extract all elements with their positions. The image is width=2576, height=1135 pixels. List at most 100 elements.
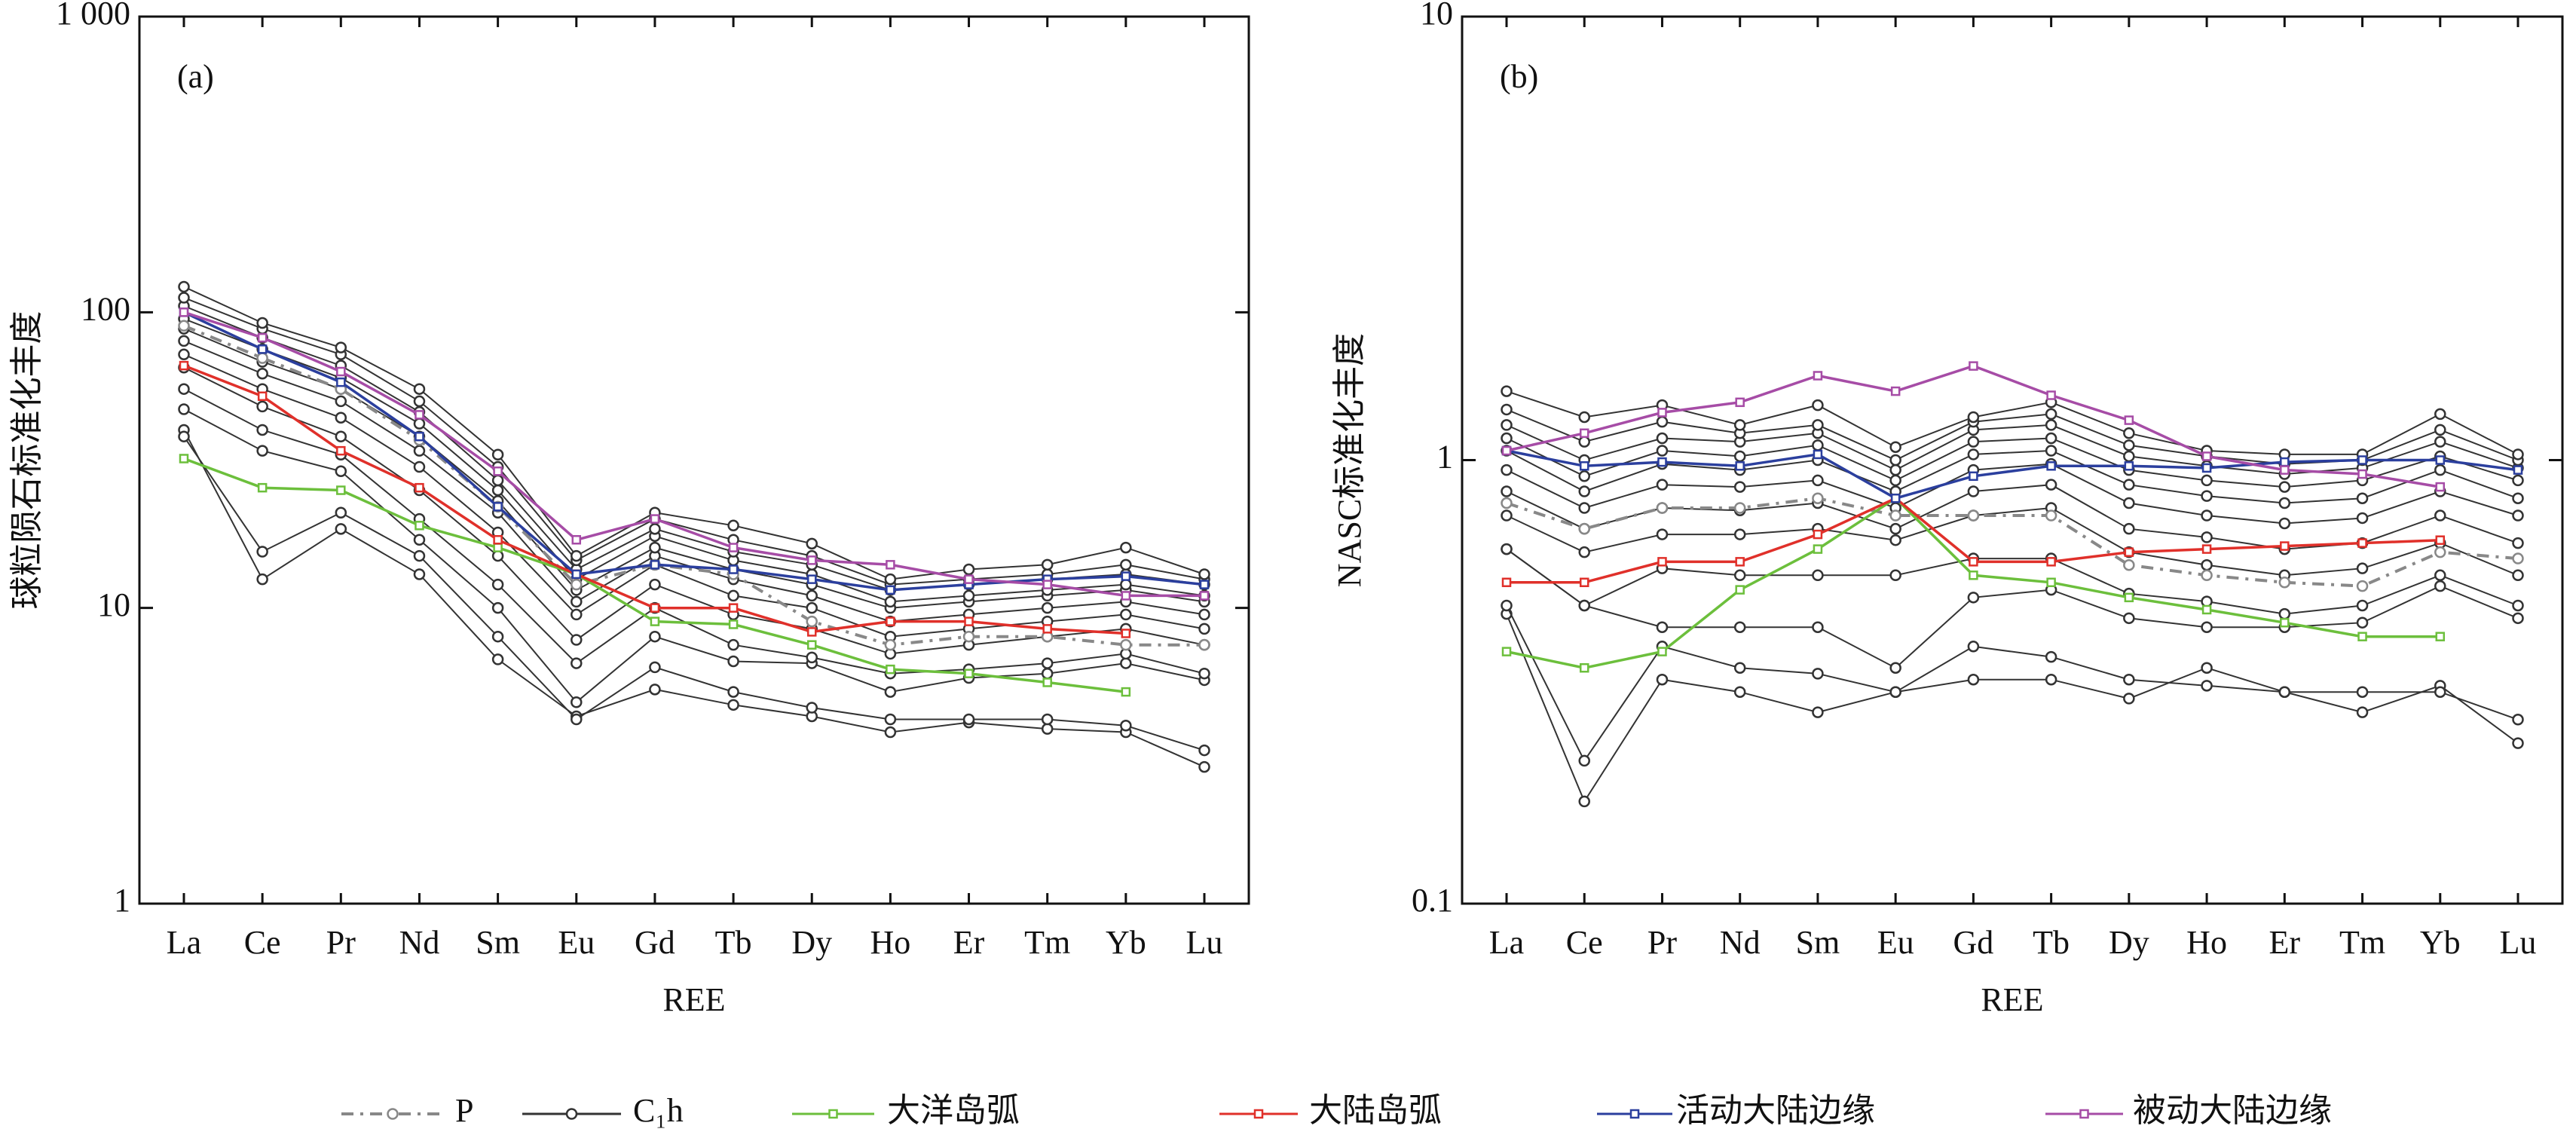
series-line — [1506, 390, 2519, 455]
marker — [2045, 445, 2057, 457]
marker — [2356, 562, 2369, 574]
marker — [1889, 441, 1901, 453]
marker — [828, 1109, 838, 1119]
marker — [2046, 461, 2056, 471]
marker — [178, 430, 190, 442]
marker — [964, 616, 974, 626]
marker — [413, 395, 426, 408]
series-line — [1506, 463, 2519, 525]
marker — [1890, 493, 1901, 503]
marker — [2434, 408, 2446, 421]
marker — [2356, 706, 2369, 718]
marker — [1889, 662, 1901, 674]
marker — [1579, 428, 1589, 439]
marker — [256, 445, 268, 457]
marker — [257, 344, 268, 354]
marker — [1656, 432, 1669, 445]
marker — [2434, 509, 2446, 522]
plot-area — [1501, 361, 2524, 808]
marker — [650, 560, 660, 570]
marker — [2124, 592, 2134, 603]
marker — [1812, 668, 1824, 680]
marker — [1733, 621, 1746, 633]
x-tick-label: La — [1489, 924, 1524, 961]
marker — [1967, 509, 1980, 522]
marker — [2512, 537, 2524, 549]
x-tick-label: La — [167, 924, 201, 961]
marker — [1253, 1109, 1264, 1119]
marker — [728, 620, 739, 629]
marker — [491, 448, 504, 460]
marker — [1889, 569, 1901, 582]
panel-label: (a) — [177, 58, 214, 95]
series-line — [183, 297, 1205, 586]
x-tick-label: Ho — [2186, 924, 2227, 961]
marker — [1578, 522, 1590, 535]
series-line — [183, 457, 1127, 693]
marker — [962, 589, 975, 602]
x-tick-label: Er — [953, 924, 985, 961]
x-tick-label: Er — [2269, 924, 2301, 961]
marker — [256, 352, 268, 364]
marker — [2513, 465, 2523, 475]
marker — [2356, 580, 2369, 592]
marker — [2512, 569, 2524, 582]
legend-label: C₁h — [633, 1092, 684, 1129]
series-line — [183, 364, 1126, 635]
marker — [413, 534, 426, 546]
marker — [806, 640, 817, 650]
x-tick-label: Tm — [1024, 924, 1070, 961]
marker — [884, 726, 897, 739]
plot-frame — [138, 15, 1250, 905]
marker — [2357, 632, 2367, 641]
marker — [2123, 558, 2135, 571]
x-axis-label: REE — [1981, 981, 2043, 1018]
marker — [1578, 599, 1590, 612]
series-line — [1506, 548, 2519, 669]
marker — [2123, 522, 2135, 535]
marker — [650, 514, 660, 524]
marker — [2123, 427, 2135, 439]
marker — [571, 657, 583, 669]
marker — [415, 431, 424, 442]
marker — [2201, 621, 2213, 633]
legend-label: 大陆岛弧 — [1309, 1092, 1442, 1129]
y-tick-label: 10 — [97, 586, 130, 623]
marker — [2512, 474, 2524, 487]
marker — [413, 568, 426, 580]
marker — [806, 601, 818, 614]
series-line — [1506, 497, 2519, 588]
marker — [571, 569, 582, 580]
marker — [1656, 479, 1669, 491]
marker — [2512, 612, 2524, 625]
marker — [1501, 497, 1513, 509]
marker — [964, 668, 974, 678]
marker — [1889, 522, 1901, 535]
marker — [1969, 471, 1978, 482]
x-tick-label: Tb — [715, 924, 752, 961]
x-tick-label: Gd — [635, 924, 675, 961]
marker — [806, 627, 817, 637]
marker — [1733, 569, 1746, 582]
x-tick-label: Dy — [791, 924, 832, 961]
marker — [2124, 547, 2134, 557]
marker — [1120, 608, 1132, 621]
y-tick-label: 0.1 — [1412, 882, 1453, 919]
marker — [415, 521, 424, 531]
marker — [1501, 463, 1513, 476]
marker — [1967, 592, 1980, 604]
marker — [1656, 528, 1669, 540]
marker — [2356, 686, 2369, 698]
marker — [2045, 419, 2057, 431]
marker — [1501, 419, 1513, 431]
marker — [1198, 568, 1210, 580]
series-line — [183, 436, 1205, 751]
marker — [256, 400, 268, 413]
marker — [1813, 529, 1823, 540]
marker — [2201, 463, 2212, 473]
marker — [1198, 638, 1210, 651]
marker — [336, 366, 346, 377]
marker — [2045, 509, 2057, 522]
marker — [2512, 552, 2524, 564]
marker — [1889, 454, 1901, 467]
